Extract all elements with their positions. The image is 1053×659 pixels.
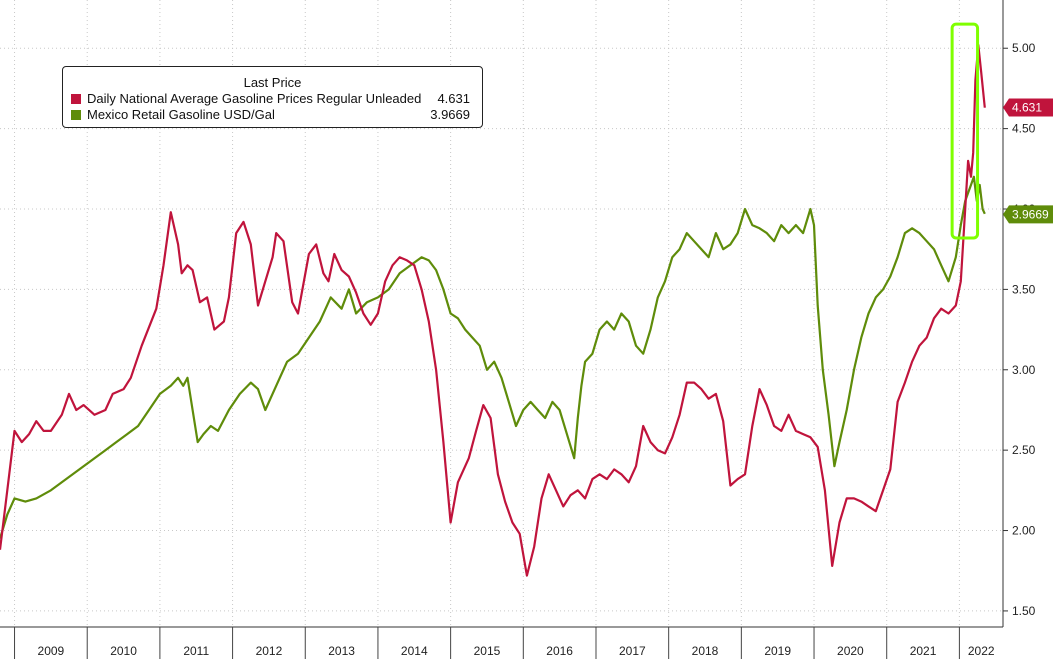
x-tick-label: 2021 bbox=[910, 644, 937, 658]
y-tick-label: 3.50 bbox=[1012, 282, 1036, 296]
last-price-tag-1: 3.9669 bbox=[1003, 205, 1053, 224]
last-price-tags: 4.631 3.9669 bbox=[1003, 98, 1053, 224]
x-tick-label: 2018 bbox=[692, 644, 719, 658]
x-tick-label: 2012 bbox=[256, 644, 283, 658]
y-tick-label: 2.00 bbox=[1012, 524, 1036, 538]
x-tick-label: 2016 bbox=[546, 644, 573, 658]
x-tick-label: 2017 bbox=[619, 644, 646, 658]
horizontal-gridlines bbox=[0, 47, 1003, 612]
legend-entry-us-gasoline: Daily National Average Gasoline Prices R… bbox=[71, 91, 482, 107]
series-lines bbox=[0, 43, 986, 577]
series-line-1 bbox=[0, 175, 986, 539]
y-tick-label: 1.50 bbox=[1012, 604, 1036, 618]
x-tick-label: 2019 bbox=[764, 644, 791, 658]
last-price-tag-0: 4.631 bbox=[1003, 98, 1053, 117]
x-tick-label: 2010 bbox=[110, 644, 137, 658]
tag-shape bbox=[1003, 205, 1053, 224]
legend-swatch-us-gasoline bbox=[71, 94, 81, 104]
x-tick-label: 2011 bbox=[183, 644, 209, 658]
tag-label: 4.631 bbox=[1012, 101, 1042, 115]
x-tick-label: 2020 bbox=[837, 644, 864, 658]
x-tick-label: 2014 bbox=[401, 644, 428, 658]
axes bbox=[0, 0, 1004, 628]
y-axis-ticks: 1.502.002.503.003.504.004.505.00 bbox=[1003, 41, 1036, 618]
tag-shape bbox=[1003, 98, 1053, 117]
legend: Last Price Daily National Average Gasoli… bbox=[62, 66, 483, 128]
legend-value-mexico-gasoline: 3.9669 bbox=[430, 107, 470, 122]
highlight-box bbox=[950, 22, 980, 240]
legend-label-mexico-gasoline: Mexico Retail Gasoline USD/Gal bbox=[87, 107, 275, 122]
x-tick-label: 2022 bbox=[968, 644, 995, 658]
y-tick-label: 2.50 bbox=[1012, 443, 1036, 457]
highlight-rect bbox=[950, 22, 980, 240]
x-axis-ticks: 2009 2010 2011 2012 2013 2014 2015 2016 2017 2018… bbox=[14, 627, 995, 659]
y-tick-label: 4.50 bbox=[1012, 122, 1036, 136]
series-line-0 bbox=[0, 43, 986, 577]
y-tick-label: 3.00 bbox=[1012, 363, 1036, 377]
y-tick-label: 5.00 bbox=[1012, 41, 1036, 55]
x-tick-label: 2009 bbox=[38, 644, 65, 658]
x-tick-label: 2015 bbox=[474, 644, 501, 658]
legend-swatch-mexico-gasoline bbox=[71, 110, 81, 120]
x-tick-label: 2013 bbox=[328, 644, 355, 658]
legend-title: Last Price bbox=[243, 75, 302, 90]
legend-label-us-gasoline: Daily National Average Gasoline Prices R… bbox=[87, 91, 422, 106]
legend-value-us-gasoline: 4.631 bbox=[437, 91, 470, 106]
tag-label: 3.9669 bbox=[1012, 207, 1049, 221]
legend-entry-mexico-gasoline: Mexico Retail Gasoline USD/Gal 3.9669 bbox=[71, 107, 482, 123]
